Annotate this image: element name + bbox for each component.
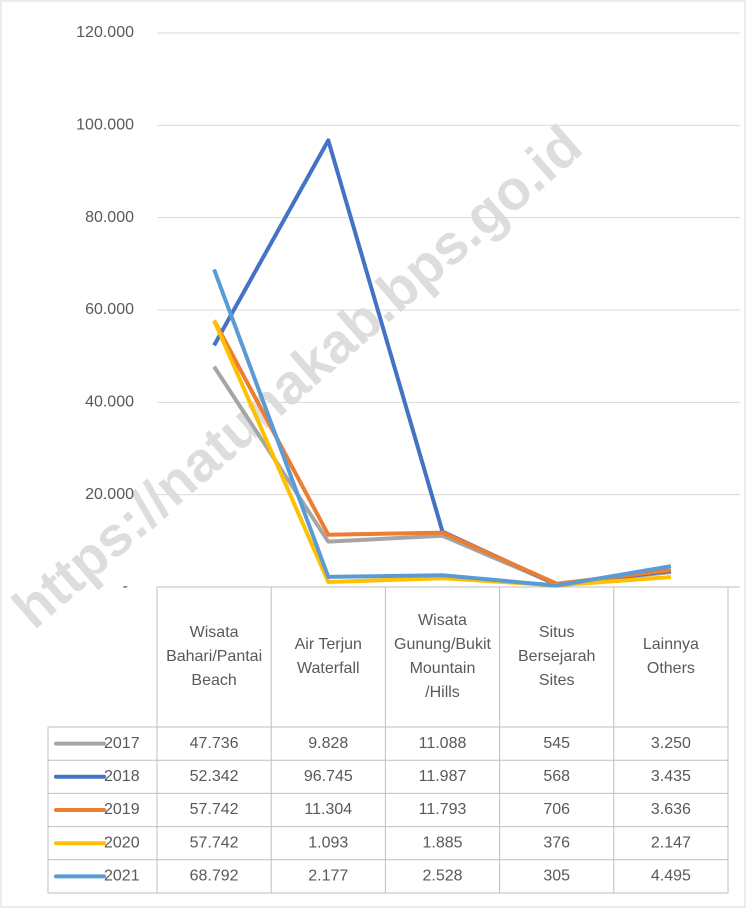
table-value: 4.495 bbox=[651, 868, 691, 885]
x-tick-label-box: Situs Bersejarah Sites bbox=[518, 624, 596, 689]
table-value: 305 bbox=[543, 868, 570, 885]
table-value: 11.088 bbox=[419, 735, 467, 752]
y-tick-label: 100.000 bbox=[76, 117, 134, 134]
y-tick-label: 40.000 bbox=[85, 394, 134, 411]
x-tick-label: Wisata Bahari/Pantai Beach bbox=[166, 624, 263, 689]
legend-label: 2017 bbox=[104, 735, 140, 752]
x-tick-label: Air Terjun Waterfall bbox=[294, 636, 362, 677]
table-value: 57.742 bbox=[190, 834, 239, 851]
table-value: 3.435 bbox=[651, 768, 691, 785]
table-value: 9.828 bbox=[308, 735, 348, 752]
table-value: 376 bbox=[543, 834, 570, 851]
x-tick-label-box: Wisata Gunung/Bukit Mountain /Hills bbox=[394, 612, 491, 701]
table-value: 57.742 bbox=[190, 801, 239, 818]
series-line bbox=[212, 268, 672, 588]
x-tick-label: Wisata Gunung/Bukit Mountain /Hills bbox=[394, 612, 491, 701]
x-tick-label-box: Wisata Bahari/Pantai Beach bbox=[166, 624, 263, 689]
table-value: 11.793 bbox=[419, 801, 467, 818]
table-value: 52.342 bbox=[190, 768, 239, 785]
x-tick-label: Lainnya Others bbox=[642, 636, 699, 677]
table-value: 2.528 bbox=[422, 868, 462, 885]
table-value: 2.177 bbox=[308, 868, 348, 885]
x-tick-label: Situs Bersejarah Sites bbox=[518, 624, 596, 689]
table-value: 3.636 bbox=[651, 801, 691, 818]
table-value: 96.745 bbox=[304, 768, 353, 785]
series-line bbox=[212, 319, 672, 588]
table-value: 706 bbox=[543, 801, 570, 818]
table-value: 1.093 bbox=[308, 834, 348, 851]
table-value: 2.147 bbox=[651, 834, 691, 851]
table-value: 568 bbox=[543, 768, 570, 785]
table-value: 1.885 bbox=[422, 834, 462, 851]
y-tick-label: 120.000 bbox=[76, 24, 134, 41]
table-value: 545 bbox=[543, 735, 570, 752]
y-tick-label: 20.000 bbox=[85, 486, 134, 503]
table-value: 68.792 bbox=[190, 868, 239, 885]
x-tick-label-box: Lainnya Others bbox=[642, 636, 699, 677]
y-tick-label: - bbox=[123, 578, 128, 595]
legend-label: 2018 bbox=[104, 768, 140, 785]
y-tick-label: 80.000 bbox=[85, 209, 134, 226]
table-value: 3.250 bbox=[651, 735, 691, 752]
legend-label: 2019 bbox=[104, 801, 140, 818]
table-value: 47.736 bbox=[190, 735, 239, 752]
table-value: 11.304 bbox=[304, 801, 352, 818]
legend-label: 2021 bbox=[104, 868, 140, 885]
x-tick-label-box: Air Terjun Waterfall bbox=[294, 636, 362, 677]
y-tick-label: 60.000 bbox=[85, 301, 134, 318]
table-value: 11.987 bbox=[419, 768, 467, 785]
legend-label: 2020 bbox=[104, 834, 140, 851]
